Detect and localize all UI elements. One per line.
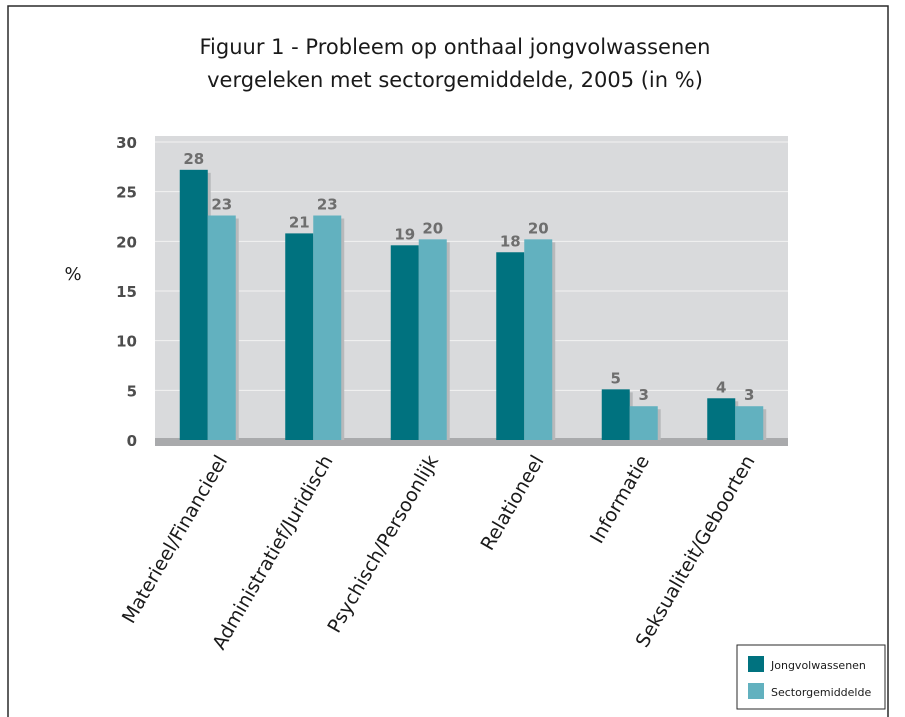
data-label: 23 <box>317 196 338 214</box>
chart-title-line2: vergeleken met sectorgemiddelde, 2005 (i… <box>207 68 703 92</box>
chart-title-line1: Figuur 1 - Probleem op onthaal jongvolwa… <box>199 35 710 59</box>
plot-area <box>155 136 788 440</box>
data-label: 19 <box>394 225 415 243</box>
chart-border <box>7 5 889 717</box>
bar-sectorgemiddelde <box>629 406 658 440</box>
bar-sectorgemiddelde <box>735 406 764 440</box>
x-category-label: Relationeel <box>477 452 549 555</box>
legend-label-sectorgemiddelde: Sectorgemiddelde <box>771 686 871 699</box>
y-tick-label: 20 <box>116 233 137 251</box>
data-label: 18 <box>500 232 521 250</box>
legend-label-jongvolwassenen: Jongvolwassenen <box>770 659 866 672</box>
data-label: 23 <box>211 196 232 214</box>
bar-sectorgemiddelde <box>313 215 342 440</box>
plot-floor <box>155 438 788 446</box>
data-label: 20 <box>528 219 549 237</box>
data-label: 4 <box>716 378 726 396</box>
y-tick-label: 25 <box>116 184 137 202</box>
bar-jongvolwassenen <box>496 252 525 440</box>
y-tick-label: 15 <box>116 283 137 301</box>
y-tick-label: 0 <box>127 432 137 450</box>
bar-sectorgemiddelde <box>524 239 553 440</box>
x-category-label: Seksualiteit/Geboorten <box>632 452 760 652</box>
legend-frame <box>736 644 886 710</box>
y-tick-label: 10 <box>116 333 137 351</box>
data-label: 5 <box>611 369 621 387</box>
x-category-label: Administratief/Juridisch <box>208 452 337 654</box>
bar-sectorgemiddelde <box>418 239 447 440</box>
y-tick-label: 5 <box>127 382 137 400</box>
x-category-label: Informatie <box>586 452 654 548</box>
data-label: 28 <box>183 150 204 168</box>
data-label: 20 <box>422 219 443 237</box>
legend: Jongvolwassenen Sectorgemiddelde <box>736 644 886 710</box>
bar-sectorgemiddelde <box>207 215 236 440</box>
y-tick-label: 30 <box>116 134 137 152</box>
x-category-label: Materieel/Financieel <box>118 452 232 628</box>
legend-swatch-jongvolwassenen <box>748 656 764 672</box>
data-label: 21 <box>289 213 310 231</box>
y-axis-label: % <box>64 264 81 285</box>
bar-jongvolwassenen <box>601 389 630 440</box>
bar-jongvolwassenen <box>707 398 736 440</box>
bar-jongvolwassenen <box>390 245 419 440</box>
x-category-label: Psychisch/Persoonlijk <box>323 452 443 637</box>
bar-jongvolwassenen <box>285 233 314 440</box>
data-label: 3 <box>744 386 754 404</box>
legend-swatch-sectorgemiddelde <box>748 683 764 699</box>
data-label: 3 <box>639 386 649 404</box>
bar-jongvolwassenen <box>179 169 208 440</box>
